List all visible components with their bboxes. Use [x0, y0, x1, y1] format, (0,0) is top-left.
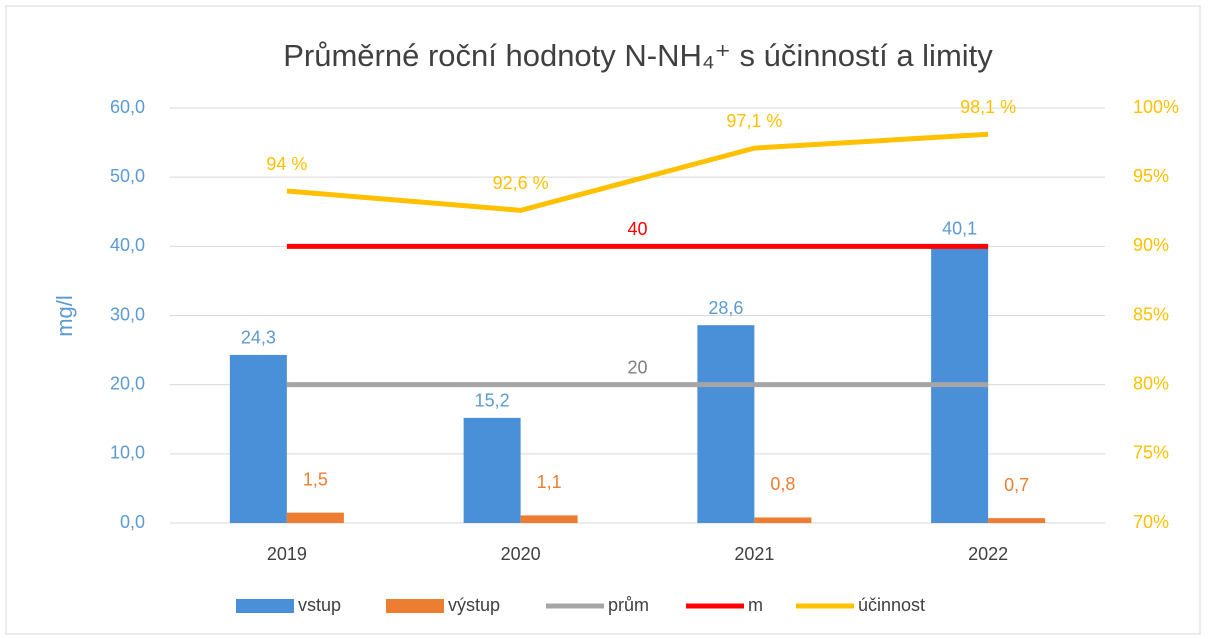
bar — [229, 354, 287, 523]
data-label: 28,6 — [708, 298, 743, 318]
bar — [754, 517, 812, 523]
data-label: 92,6 % — [493, 173, 549, 193]
data-label: 24,3 — [241, 328, 276, 348]
y-axis-label: mg/l — [52, 295, 77, 337]
y2-tick-label: 95% — [1133, 166, 1169, 186]
bar — [286, 512, 344, 523]
data-label: 20 — [627, 357, 647, 377]
x-tick-label: 2020 — [501, 544, 541, 564]
y-tick-label: 20,0 — [110, 373, 145, 393]
legend-label: výstup — [448, 595, 500, 615]
legend-label: účinnost — [858, 595, 925, 615]
y2-tick-label: 80% — [1133, 373, 1169, 393]
bar — [697, 325, 755, 523]
chart-title: Průměrné roční hodnoty N-NH₄⁺ s účinnost… — [283, 38, 993, 73]
legend-swatch — [386, 599, 444, 613]
y-tick-label: 60,0 — [110, 97, 145, 117]
data-label: 40 — [627, 219, 647, 239]
data-label: 0,8 — [770, 474, 795, 494]
bar — [463, 417, 521, 523]
y2-tick-label: 70% — [1133, 512, 1169, 532]
bar — [988, 518, 1046, 523]
y-tick-label: 10,0 — [110, 443, 145, 463]
y2-tick-label: 75% — [1133, 443, 1169, 463]
data-label: 98,1 % — [960, 97, 1016, 117]
data-label: 40,1 — [942, 218, 977, 238]
legend-label: prům — [608, 595, 649, 615]
data-label: 1,1 — [537, 472, 562, 492]
y2-tick-label: 85% — [1133, 304, 1169, 324]
y-tick-label: 30,0 — [110, 304, 145, 324]
y2-tick-label: 100% — [1133, 97, 1179, 117]
data-label: 97,1 % — [726, 111, 782, 131]
y2-tick-label: 90% — [1133, 235, 1169, 255]
y-tick-label: 50,0 — [110, 166, 145, 186]
data-label: 94 % — [266, 154, 307, 174]
x-tick-label: 2021 — [734, 544, 774, 564]
x-tick-label: 2019 — [267, 544, 307, 564]
data-label: 15,2 — [475, 391, 510, 411]
data-label: 0,7 — [1004, 475, 1029, 495]
y-tick-label: 40,0 — [110, 235, 145, 255]
y-tick-label: 0,0 — [120, 512, 145, 532]
legend-swatch — [236, 599, 294, 613]
data-label: 1,5 — [303, 469, 328, 489]
chart-border — [5, 5, 1201, 635]
x-tick-label: 2022 — [968, 544, 1008, 564]
line — [286, 131, 989, 213]
legend-label: vstup — [298, 595, 341, 615]
legend-label: m — [748, 595, 763, 615]
bar — [520, 515, 578, 523]
